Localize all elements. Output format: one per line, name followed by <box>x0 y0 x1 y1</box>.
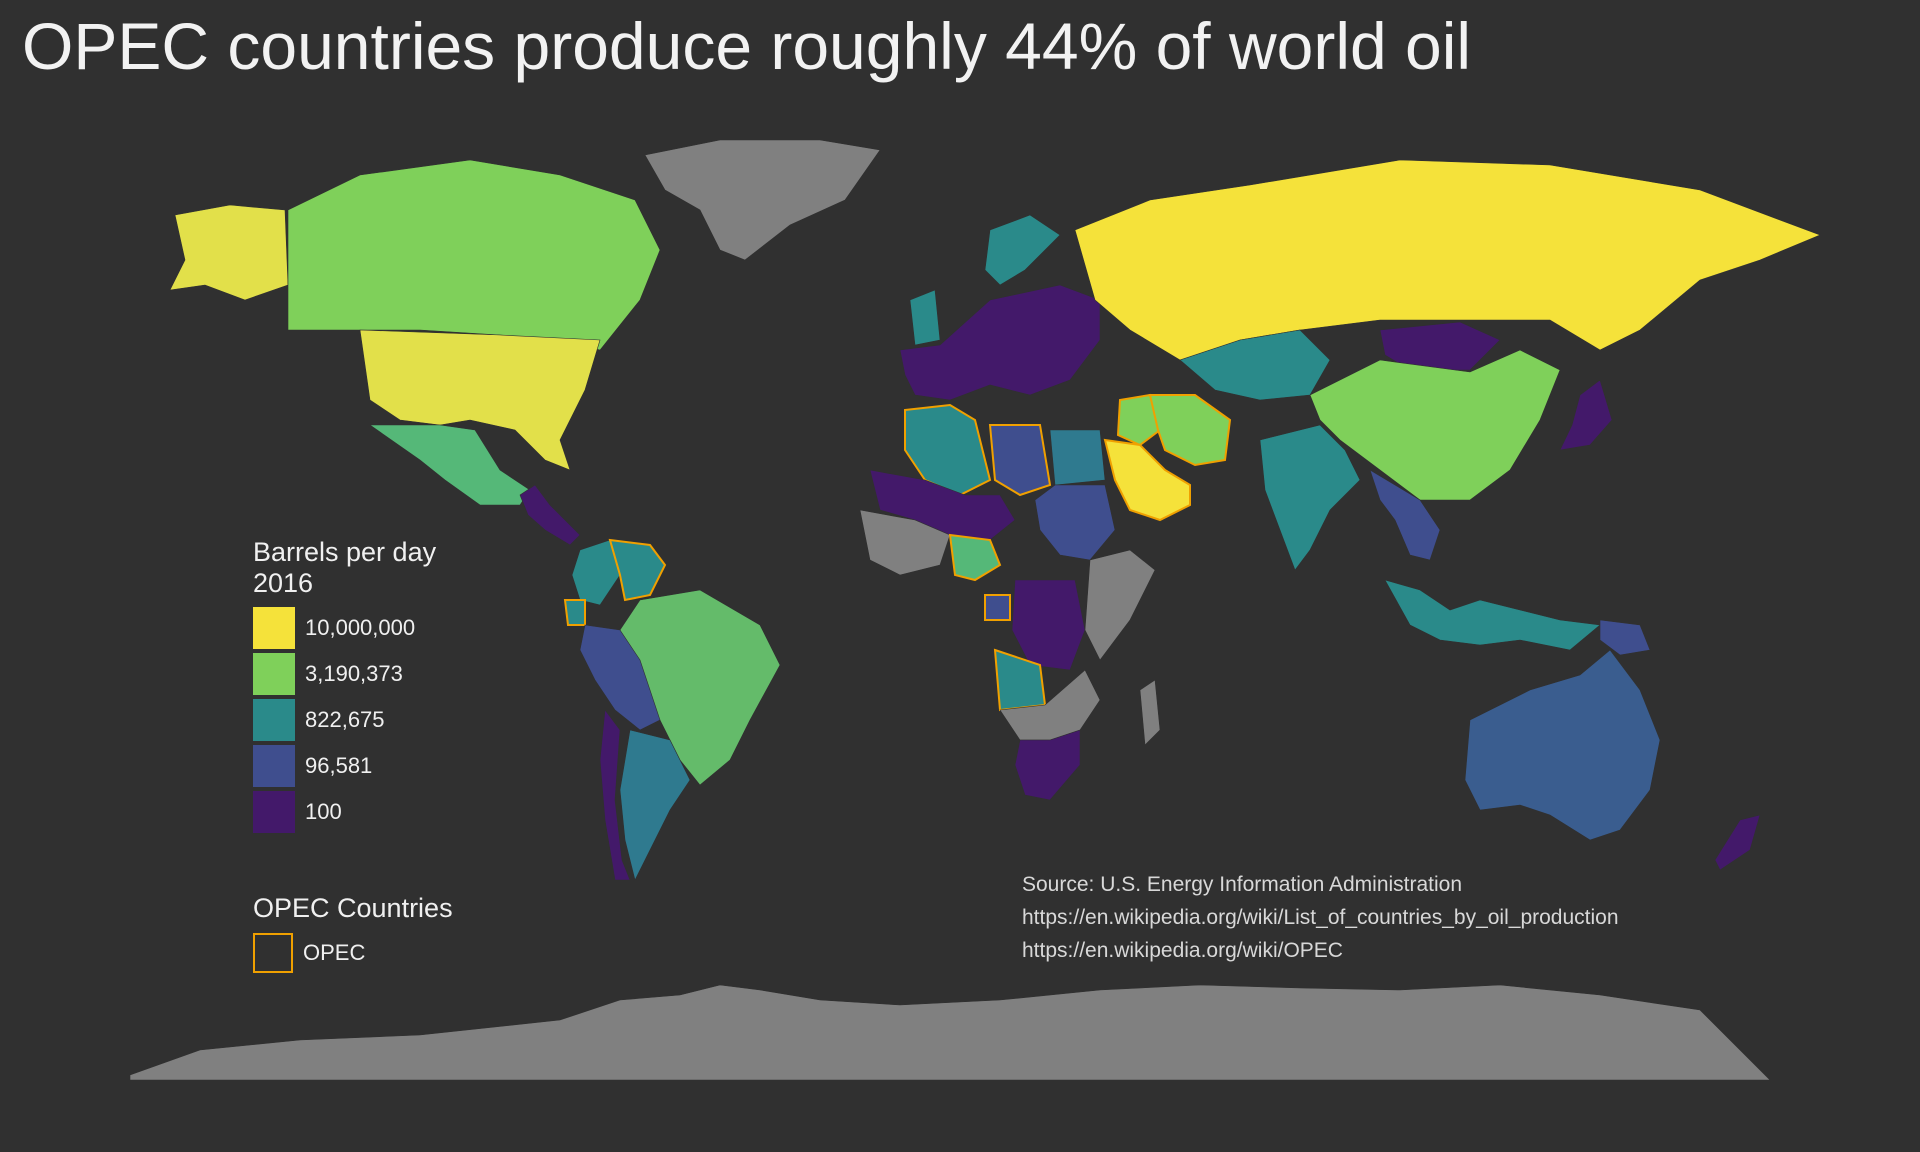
legend-swatch <box>253 699 295 741</box>
legend-swatch <box>253 653 295 695</box>
opec-legend-item: OPEC <box>253 930 453 976</box>
region-indonesia <box>1384 579 1601 651</box>
opec-legend-title: OPEC Countries <box>253 893 453 923</box>
region-china <box>1309 349 1561 501</box>
source-url-opec: https://en.wikipedia.org/wiki/OPEC <box>1022 939 1343 962</box>
region-congo-drc <box>1011 579 1086 671</box>
region-iran <box>1148 394 1232 467</box>
opec-outline-swatch <box>253 933 293 973</box>
opec-legend: OPEC Countries OPEC <box>253 893 453 976</box>
legend-swatch <box>253 607 295 649</box>
region-south-africa <box>1014 729 1081 801</box>
legend-label: 822,675 <box>305 707 385 732</box>
opec-legend-label: OPEC <box>303 940 366 965</box>
region-peru-bolivia <box>579 624 661 731</box>
legend-label: 100 <box>305 799 342 824</box>
region-papua-new-guinea <box>1599 619 1651 656</box>
legend-swatch <box>253 791 295 833</box>
region-mongolia <box>1379 321 1501 371</box>
region-southeast-asia <box>1369 469 1441 561</box>
region-europe <box>899 284 1101 401</box>
source-line: Source: U.S. Energy Information Administ… <box>1022 873 1463 896</box>
legend-item: 96,581 <box>253 743 436 789</box>
source-note: Source: U.S. Energy Information Administ… <box>1022 868 1619 967</box>
legend-label: 3,190,373 <box>305 661 403 686</box>
region-venezuela <box>608 538 667 602</box>
region-united-states <box>359 329 601 471</box>
region-west-africa <box>859 509 951 576</box>
region-sudan <box>1034 484 1116 561</box>
region-argentina <box>619 729 691 881</box>
region-alaska <box>169 204 289 301</box>
region-new-zealand <box>1714 814 1761 871</box>
region-algeria <box>904 403 992 497</box>
region-saudi-arabia <box>1103 438 1191 522</box>
region-australia <box>1464 649 1661 841</box>
source-url-oil-production: https://en.wikipedia.org/wiki/List_of_co… <box>1022 906 1619 929</box>
legend-title-line1: Barrels per day <box>253 537 437 567</box>
region-uk-norway <box>909 214 1061 346</box>
region-ecuador <box>563 599 586 626</box>
region-japan <box>1559 379 1613 451</box>
region-antarctica <box>129 984 1771 1081</box>
region-egypt <box>1049 429 1106 486</box>
legend-label: 10,000,000 <box>305 615 416 640</box>
legend-item: 10,000,000 <box>253 605 436 651</box>
legend-title-line2: 2016 <box>253 568 314 598</box>
region-gabon <box>984 594 1011 621</box>
legend-item: 100 <box>253 789 436 835</box>
region-iraq <box>1116 393 1162 447</box>
region-kazakhstan <box>1179 329 1331 401</box>
legend-swatch <box>253 745 295 787</box>
barrels-legend: Barrels per day 2016 10,000,000 3,190,37… <box>253 537 436 835</box>
region-nigeria <box>948 533 1002 582</box>
legend-item: 822,675 <box>253 697 436 743</box>
region-mexico <box>369 424 531 506</box>
region-east-africa <box>1084 549 1156 661</box>
region-central-america <box>519 484 581 546</box>
region-greenland <box>644 139 881 261</box>
map-title: OPEC countries produce roughly 44% of wo… <box>22 9 1472 83</box>
region-libya <box>988 424 1052 497</box>
region-india <box>1259 424 1361 571</box>
region-chad-niger <box>869 469 1016 541</box>
region-canada <box>287 159 661 351</box>
legend-label: 96,581 <box>305 753 373 778</box>
legend-item: 3,190,373 <box>253 651 436 697</box>
region-chile <box>599 709 631 881</box>
